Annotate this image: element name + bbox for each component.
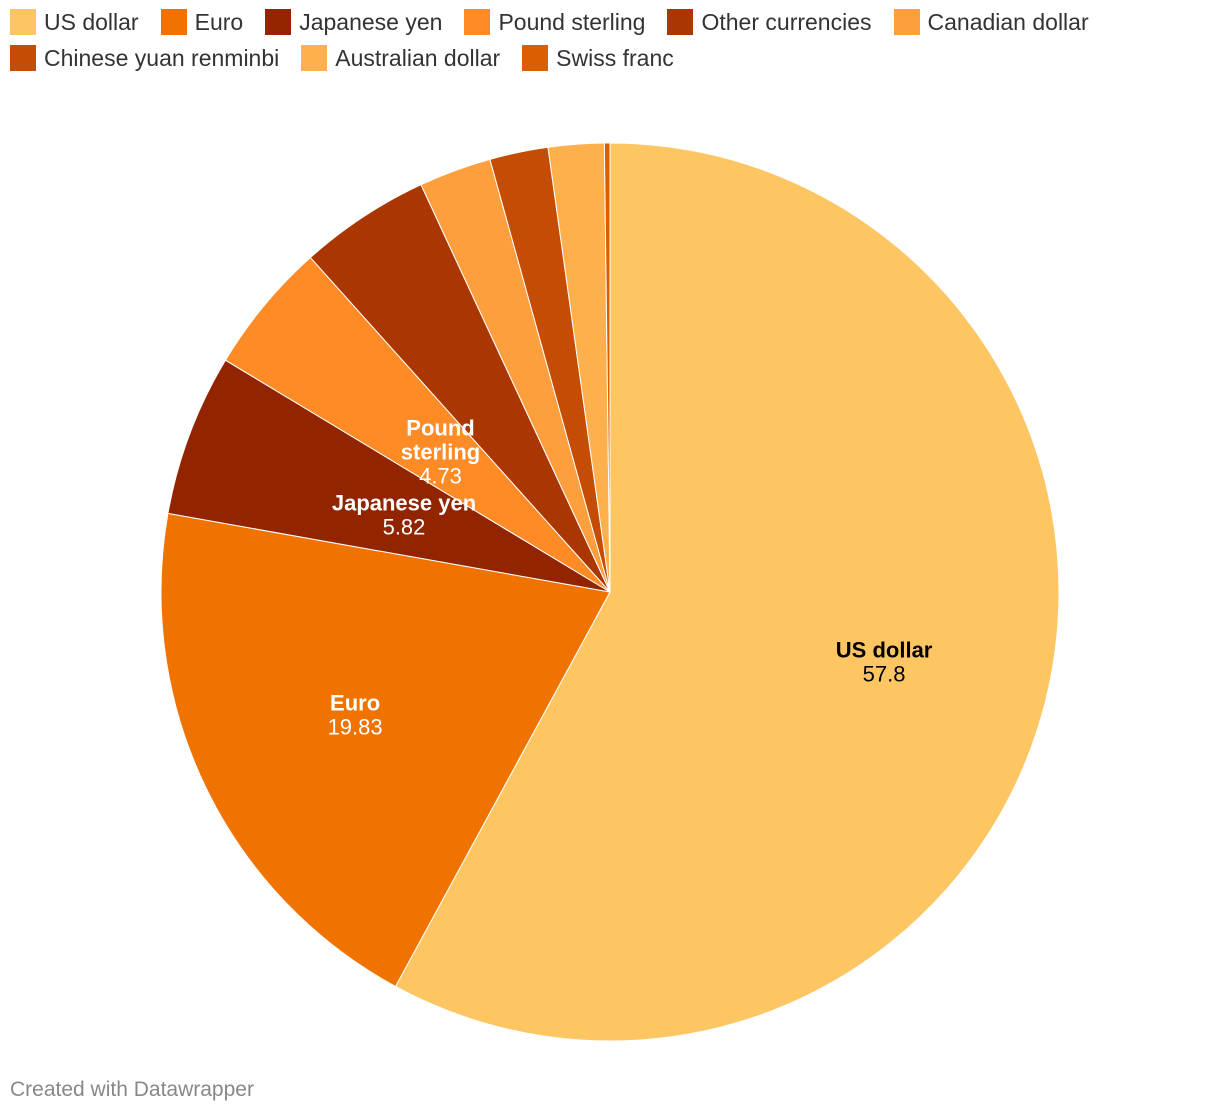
slice-label: Pound [406, 416, 474, 441]
legend-label: Swiss franc [556, 44, 674, 71]
legend-swatch [10, 45, 36, 71]
slice-label: sterling [401, 440, 480, 465]
legend-swatch [522, 45, 549, 71]
pie-slice [167, 359, 611, 593]
legend-item: Swiss franc [522, 44, 674, 72]
pie-slices [160, 142, 1060, 1042]
legend-item: Australian dollar [301, 44, 500, 72]
legend-item: Chinese yuan renminbi [10, 44, 279, 72]
credit-footer: Created with Datawrapper [10, 1078, 254, 1101]
legend-label: Canadian dollar [927, 8, 1089, 35]
slice-label: Euro [330, 691, 380, 716]
slice-value-label: 4.73 [419, 464, 462, 489]
legend-label: Euro [194, 8, 244, 35]
slice-label: Japanese yen [332, 491, 476, 516]
legend-swatch [464, 9, 491, 35]
legend-label: Other currencies [701, 8, 872, 35]
legend-swatch [893, 9, 920, 35]
legend-swatch [301, 45, 328, 71]
legend-item: Euro [160, 8, 244, 36]
pie-slice [394, 142, 1060, 1042]
legend-label: Japanese yen [299, 8, 443, 35]
legend-item: Canadian dollar [893, 8, 1089, 36]
legend-item: Other currencies [667, 8, 872, 36]
legend-item: Pound sterling [464, 8, 645, 36]
pie-slice [603, 142, 611, 593]
legend-label: Chinese yuan renminbi [44, 44, 280, 71]
legend-label: Pound sterling [498, 8, 646, 35]
legend-swatch [160, 9, 187, 35]
legend-label: Australian dollar [335, 44, 501, 71]
slice-value-label: 57.8 [863, 662, 906, 687]
slice-value-label: 5.82 [383, 515, 426, 540]
slice-value-label: 19.83 [328, 715, 383, 740]
legend-swatch [667, 9, 694, 35]
legend-swatch [265, 9, 292, 35]
chart-legend: US dollar Euro Japanese yen Pound sterling O… [10, 8, 1210, 72]
legend-swatch [10, 9, 36, 35]
legend-item: US dollar [10, 8, 139, 36]
pie-slice [160, 512, 611, 988]
slice-label: US dollar [836, 638, 933, 663]
legend-label: US dollar [44, 8, 139, 35]
legend-item: Japanese yen [265, 8, 442, 36]
